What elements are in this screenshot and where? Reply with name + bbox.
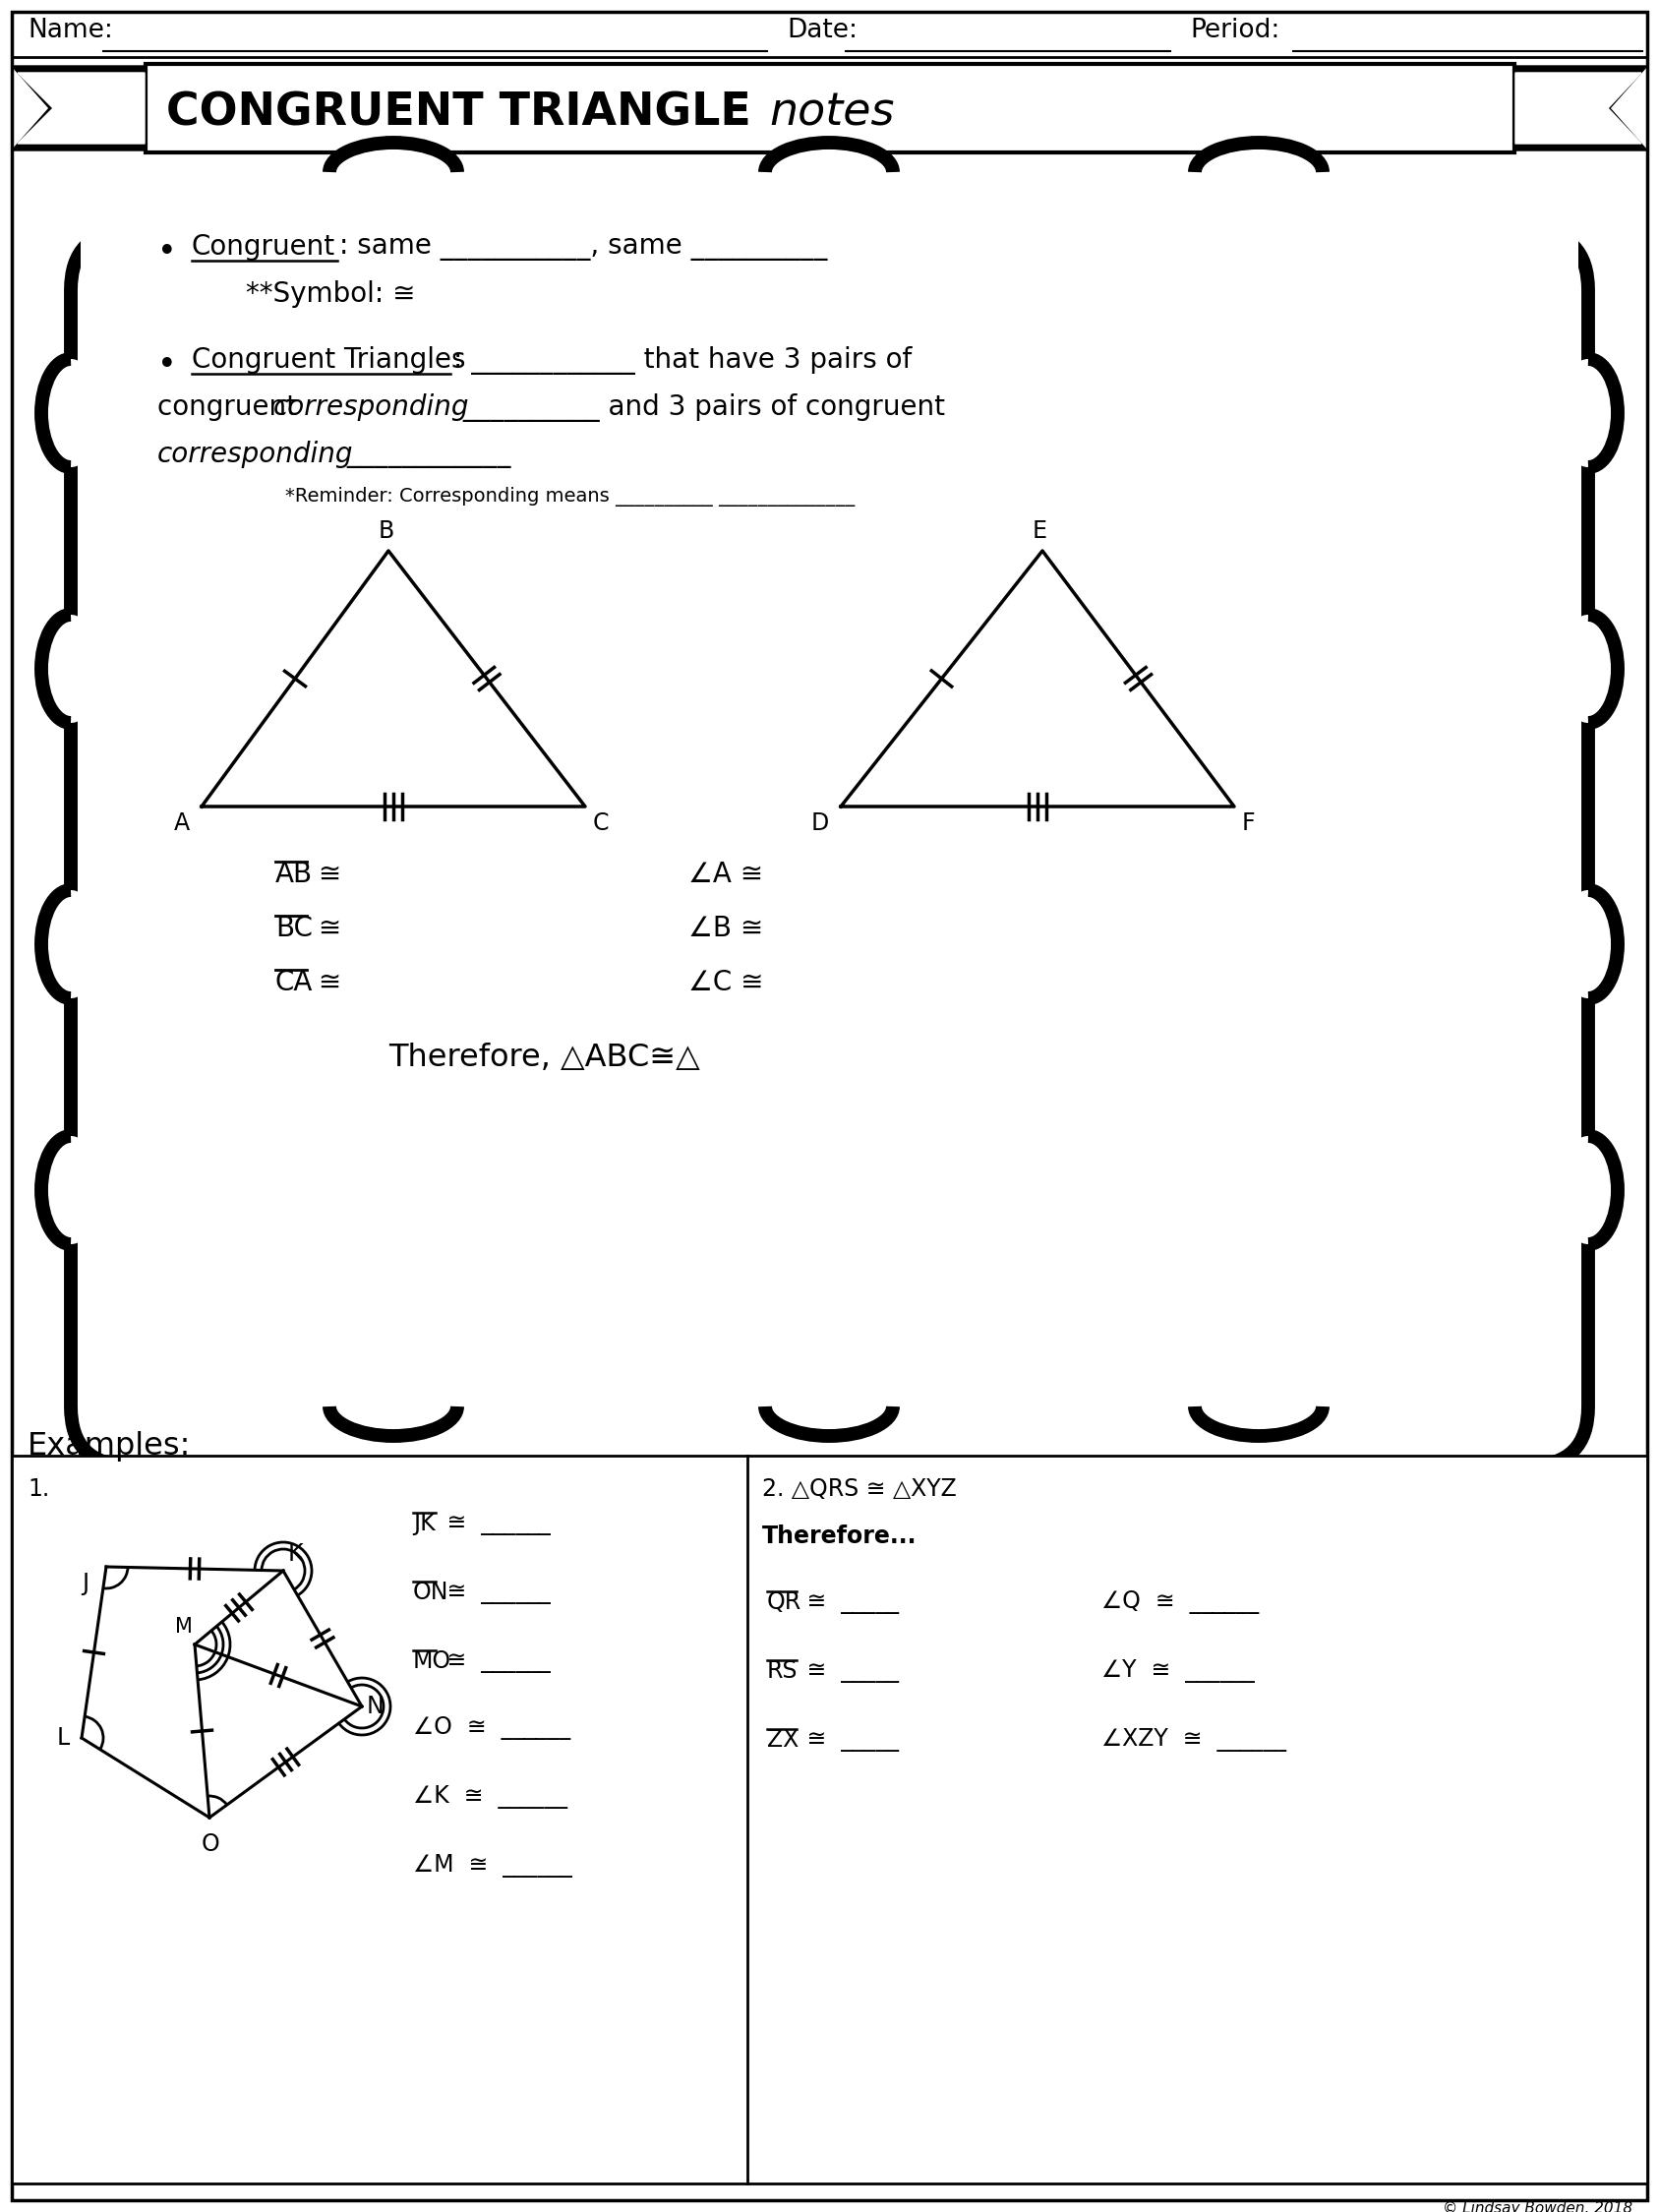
Text: ≅: ≅: [310, 916, 342, 942]
Text: ≅: ≅: [310, 969, 342, 995]
Text: ≅  _____: ≅ _____: [800, 1728, 899, 1752]
Text: E: E: [1032, 520, 1047, 542]
Text: : ____________ that have 3 pairs of: : ____________ that have 3 pairs of: [453, 347, 912, 374]
Text: K: K: [289, 1542, 304, 1566]
Polygon shape: [1515, 66, 1647, 150]
Ellipse shape: [1194, 1376, 1322, 1436]
Text: O: O: [202, 1832, 221, 1856]
Text: 1.: 1.: [28, 1478, 50, 1502]
Text: **Symbol: ≅: **Symbol: ≅: [246, 281, 415, 307]
Text: Congruent Triangles: Congruent Triangles: [192, 347, 466, 374]
Polygon shape: [1515, 73, 1641, 144]
Text: Examples:: Examples:: [28, 1431, 191, 1462]
Ellipse shape: [1194, 142, 1322, 201]
Ellipse shape: [765, 1376, 893, 1436]
FancyBboxPatch shape: [71, 230, 1588, 1467]
Ellipse shape: [1559, 615, 1618, 723]
Text: : same ___________, same __________: : same ___________, same __________: [340, 232, 828, 261]
Text: ____________: ____________: [338, 440, 511, 469]
Ellipse shape: [1559, 358, 1618, 467]
Text: © Lindsay Bowden, 2018: © Lindsay Bowden, 2018: [1443, 2201, 1632, 2212]
Text: Therefore...: Therefore...: [761, 1524, 917, 1548]
Text: B: B: [378, 520, 395, 542]
Text: corresponding: corresponding: [158, 440, 353, 469]
Text: *Reminder: Corresponding means __________ ______________: *Reminder: Corresponding means _________…: [285, 487, 854, 507]
Text: ≅  _____: ≅ _____: [800, 1659, 899, 1683]
Ellipse shape: [1559, 889, 1618, 998]
Polygon shape: [18, 73, 144, 144]
Text: 2. △QRS ≅ △XYZ: 2. △QRS ≅ △XYZ: [761, 1478, 957, 1502]
Text: Period:: Period:: [1190, 18, 1279, 44]
Text: BC: BC: [275, 916, 314, 942]
Text: ≅  ______: ≅ ______: [440, 1582, 551, 1604]
Text: RS: RS: [766, 1659, 798, 1683]
Text: JK: JK: [413, 1511, 435, 1535]
Polygon shape: [12, 66, 146, 150]
Text: ∠Y  ≅  ______: ∠Y ≅ ______: [1102, 1659, 1254, 1683]
Text: •: •: [158, 237, 176, 268]
Text: notes: notes: [770, 91, 894, 135]
Ellipse shape: [41, 889, 100, 998]
Text: corresponding: corresponding: [274, 394, 469, 420]
Bar: [146, 64, 1515, 153]
Text: ∠B ≅: ∠B ≅: [688, 916, 763, 942]
Text: ∠K  ≅  ______: ∠K ≅ ______: [413, 1785, 567, 1809]
Text: ≅  ______: ≅ ______: [440, 1650, 551, 1672]
Text: QR: QR: [766, 1590, 801, 1615]
Text: •: •: [158, 349, 176, 383]
Ellipse shape: [765, 142, 893, 201]
Text: MO: MO: [413, 1650, 451, 1672]
Text: C: C: [592, 812, 609, 836]
Text: A: A: [174, 812, 189, 836]
Text: ON: ON: [413, 1582, 450, 1604]
Text: congruent: congruent: [158, 394, 305, 420]
Text: ∠A ≅: ∠A ≅: [688, 860, 763, 889]
Bar: [12, 1455, 1647, 2183]
Text: ZX: ZX: [766, 1728, 798, 1752]
Text: AB: AB: [275, 860, 314, 889]
Text: ∠XZY  ≅  ______: ∠XZY ≅ ______: [1102, 1728, 1286, 1752]
Text: M: M: [176, 1617, 192, 1637]
Ellipse shape: [41, 1137, 100, 1243]
Text: ≅  ______: ≅ ______: [440, 1511, 551, 1535]
Text: ∠O  ≅  ______: ∠O ≅ ______: [413, 1717, 571, 1741]
Text: F: F: [1243, 812, 1256, 836]
Text: D: D: [811, 812, 830, 836]
Text: J: J: [81, 1573, 88, 1595]
Text: Date:: Date:: [786, 18, 858, 44]
Text: N: N: [367, 1694, 385, 1719]
Text: ∠M  ≅  ______: ∠M ≅ ______: [413, 1854, 572, 1878]
Text: ∠C ≅: ∠C ≅: [688, 969, 763, 995]
Ellipse shape: [41, 358, 100, 467]
Text: Congruent: Congruent: [192, 232, 335, 261]
Ellipse shape: [330, 1376, 458, 1436]
Text: CONGRUENT TRIANGLE: CONGRUENT TRIANGLE: [166, 91, 766, 135]
Bar: [81, 181, 1578, 1396]
Ellipse shape: [1559, 1137, 1618, 1243]
Text: Therefore, △ABC≅△: Therefore, △ABC≅△: [388, 1042, 700, 1073]
Ellipse shape: [330, 142, 458, 201]
Text: ∠Q  ≅  ______: ∠Q ≅ ______: [1102, 1590, 1259, 1615]
Text: Name:: Name:: [28, 18, 113, 44]
Text: __________ and 3 pairs of congruent: __________ and 3 pairs of congruent: [455, 394, 946, 422]
Text: ≅: ≅: [310, 860, 342, 889]
Ellipse shape: [41, 615, 100, 723]
Text: CA: CA: [275, 969, 314, 995]
Text: L: L: [56, 1725, 70, 1750]
Text: ≅  _____: ≅ _____: [800, 1590, 899, 1615]
